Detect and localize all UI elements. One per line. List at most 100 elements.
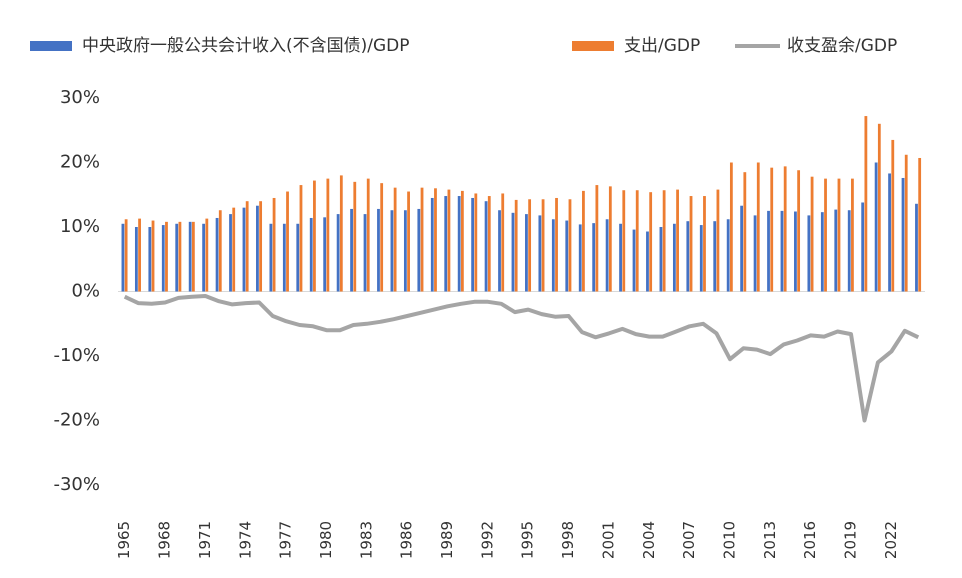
bar (165, 221, 168, 292)
x-tick-label: 2022 (882, 521, 900, 559)
bar (323, 217, 327, 292)
bar (471, 197, 475, 292)
bar (767, 210, 770, 292)
x-tick-label: 1983 (357, 521, 375, 559)
bar (215, 217, 219, 292)
bar (232, 207, 236, 292)
bar (407, 191, 410, 292)
bar (447, 189, 451, 292)
bar (608, 186, 612, 292)
bar (619, 223, 622, 292)
bar (417, 208, 421, 292)
bar (635, 190, 639, 292)
bar (646, 231, 649, 292)
bar (672, 223, 676, 292)
bar (877, 123, 881, 292)
bar (299, 185, 303, 292)
bar (191, 221, 195, 292)
bar (487, 196, 491, 292)
bar (689, 196, 693, 292)
x-tick-label: 2013 (761, 521, 779, 559)
bar (649, 192, 653, 292)
bar (891, 139, 895, 292)
bar (202, 223, 206, 292)
bar (713, 221, 717, 292)
bar (151, 220, 155, 292)
x-tick-label: 1989 (438, 521, 456, 559)
bar (824, 178, 827, 292)
bar (703, 196, 706, 292)
bar (124, 219, 128, 292)
bar (363, 214, 367, 292)
line (123, 294, 920, 423)
bar (595, 185, 599, 292)
bar (756, 162, 760, 292)
bar (582, 190, 585, 292)
bar (810, 176, 814, 292)
bar (366, 178, 370, 292)
bar (286, 191, 289, 292)
bar (592, 223, 596, 292)
bar (729, 162, 733, 292)
bar (444, 196, 448, 292)
bar (161, 225, 165, 292)
bar (578, 224, 582, 292)
y-tick-label: 0% (71, 281, 100, 302)
bar (851, 178, 854, 292)
bar (350, 208, 353, 292)
bar (269, 223, 273, 292)
x-tick-label: 1980 (317, 521, 335, 559)
bar (339, 175, 343, 292)
x-tick-label: 1986 (398, 521, 416, 559)
bar (864, 116, 868, 292)
bar (847, 210, 851, 292)
x-tick-label: 1971 (196, 521, 214, 559)
bar (205, 218, 209, 292)
bar (272, 197, 276, 292)
bar (282, 223, 286, 292)
bar (148, 227, 152, 292)
bar (242, 207, 246, 292)
x-tick-label: 2001 (599, 521, 617, 559)
bar (336, 214, 340, 292)
y-tick-label: 30% (60, 87, 100, 108)
bar (403, 210, 407, 292)
bar (555, 197, 558, 292)
bar (740, 205, 744, 292)
bar (188, 221, 192, 292)
y-tick-label: 20% (60, 152, 100, 173)
bar (256, 205, 259, 292)
bar (501, 193, 505, 292)
bar (511, 212, 515, 292)
y-tick-label: -30% (53, 474, 100, 495)
bar (313, 180, 316, 292)
bar (528, 199, 532, 292)
x-tick-label: 2004 (640, 521, 658, 559)
bar (420, 187, 424, 292)
bar (743, 172, 747, 292)
legend-swatch (572, 41, 614, 51)
x-tick-label: 1995 (519, 521, 537, 559)
bar (430, 197, 434, 292)
bar (377, 208, 380, 292)
bar (134, 227, 138, 292)
bar (245, 201, 249, 292)
bar (632, 229, 636, 292)
bar (662, 190, 666, 292)
x-tick-label: 1968 (156, 521, 174, 559)
legend-label: 支出/GDP (624, 36, 700, 56)
bar (309, 217, 313, 292)
bar (726, 219, 730, 292)
x-tick-label: 1965 (115, 521, 133, 559)
bar (484, 201, 488, 292)
bar (686, 221, 690, 292)
bar (834, 209, 838, 292)
bar (326, 178, 330, 292)
x-tick-label: 2010 (720, 521, 738, 559)
y-tick-label: -20% (53, 410, 100, 431)
bar (676, 189, 679, 292)
bar (541, 199, 545, 292)
legend-label: 收支盈余/GDP (787, 36, 897, 56)
bar (434, 188, 437, 292)
